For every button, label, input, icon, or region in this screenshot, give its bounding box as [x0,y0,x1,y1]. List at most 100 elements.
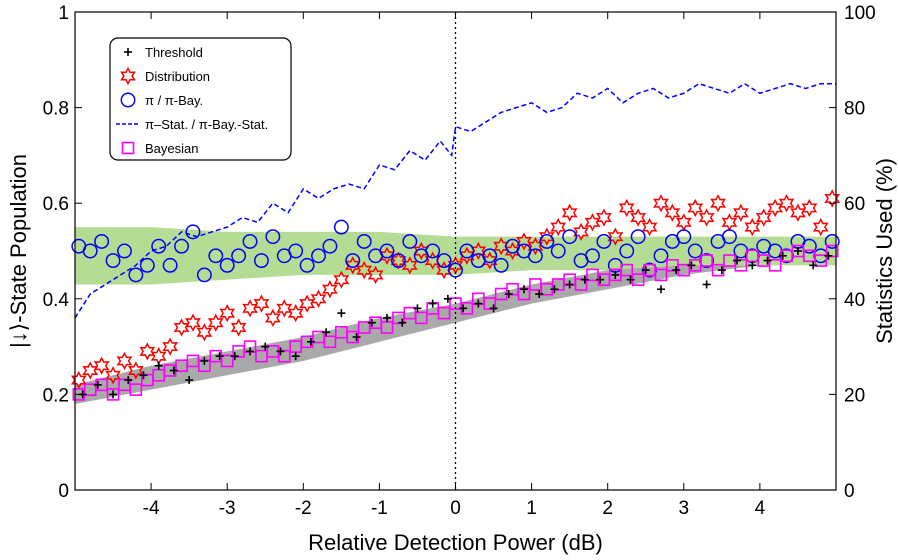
series-5-point [814,254,828,267]
series-1-point [565,280,574,289]
series-2-point [516,232,532,251]
series-1-point [93,380,102,389]
series-5-point [437,306,451,320]
series-2-point [561,203,578,222]
series-3-point [219,257,235,273]
series-5-point [700,254,713,267]
series-2-point [322,280,338,299]
series-1-point [519,285,528,294]
series-2-point [664,203,681,222]
series-1-point [367,318,376,327]
x-tick-label: 2 [602,498,613,519]
series-3-point [265,229,281,245]
series-1-point [580,275,589,284]
series-3-point [356,233,372,249]
series-3-point [722,229,737,245]
series-3-point [619,243,635,259]
series-2-point [70,370,87,390]
series-3-point [128,267,144,283]
series-1-point [763,256,772,265]
series-2-point [698,208,715,227]
series-2-point [710,194,726,213]
series-5-point [380,321,394,334]
x-tick-label: -1 [371,498,388,519]
series-4 [74,82,836,319]
legend-label: Bayesian [145,141,198,156]
series-2-point [824,189,841,208]
y-left-tick-label: 0 [58,481,69,502]
series-1-point [611,270,620,279]
series-2-point [550,217,567,237]
y-right-tick-label: 0 [844,481,855,502]
series-2-point [744,217,761,237]
series-1-point [459,304,468,313]
series-1-point [398,318,407,327]
x-axis-label: Relative Detection Power (dB) [308,530,603,555]
y-axis-right-label: Statistics Used (%) [872,158,897,344]
series-2-point [207,313,224,332]
series-3-point [94,233,110,249]
x-tick-label: 4 [755,498,766,519]
series-2-point [630,208,647,227]
series-1-point [702,280,711,289]
y-axis-left-label: |↓⟩-State Population [6,154,31,348]
series-3-point [174,238,189,254]
series-3-point [242,233,258,249]
series-5-point [414,311,428,325]
series-3-point [345,253,361,269]
series-2-point [367,265,384,285]
legend-marker [120,66,136,86]
series-3-point [333,219,349,235]
series-3-point [687,243,703,259]
series-3-point [322,238,338,254]
series-1-point [748,261,757,270]
series-3-point [493,257,509,273]
series-3-point [105,253,121,269]
legend-marker [120,92,136,108]
x-tick-label: -3 [219,498,236,519]
series-1-point [383,313,392,322]
series-5-point [106,388,120,401]
series-3-point [231,248,247,264]
series-2-point [242,299,258,318]
series-1-point [322,328,331,337]
series-1-point [428,299,437,308]
series-3-point [162,257,178,273]
legend-box [109,37,292,161]
series-2-point [653,194,669,213]
series-3-point [550,243,566,259]
series-2-point [596,208,612,227]
series-2-point [401,256,418,275]
series-1-point [672,266,681,275]
series-1-point [306,337,315,346]
series-3-point [539,233,555,249]
series-3-point [436,253,452,269]
series-3-point [482,248,498,264]
legend-label: π–Stat. / π-Bay.-Stat. [145,117,268,132]
y-left-tick-label: 0.8 [43,99,69,120]
series-2-point [356,261,373,280]
series-3-point [299,257,315,273]
series-3-point [379,243,395,259]
series-2-point [276,299,293,318]
y-left-tick-label: 0.2 [43,385,69,406]
series-1-point [824,251,833,260]
series-2-point [778,194,795,213]
series-2-point [230,318,247,337]
series-2-point [801,198,818,218]
y-left-tick-label: 0.4 [43,290,70,311]
series-2-point [310,289,327,308]
series-4-line [74,82,836,319]
series-2-point [732,203,749,222]
series-1-point [535,290,544,299]
series-2-point [287,304,304,323]
series-1-point [337,309,346,318]
series-1-point [230,352,239,361]
series-5-point [768,259,782,272]
series-1-point [717,266,726,275]
series-1-point [687,261,696,270]
series-2-point [812,217,829,237]
series-1-point [413,304,422,313]
band-2 [75,227,836,285]
